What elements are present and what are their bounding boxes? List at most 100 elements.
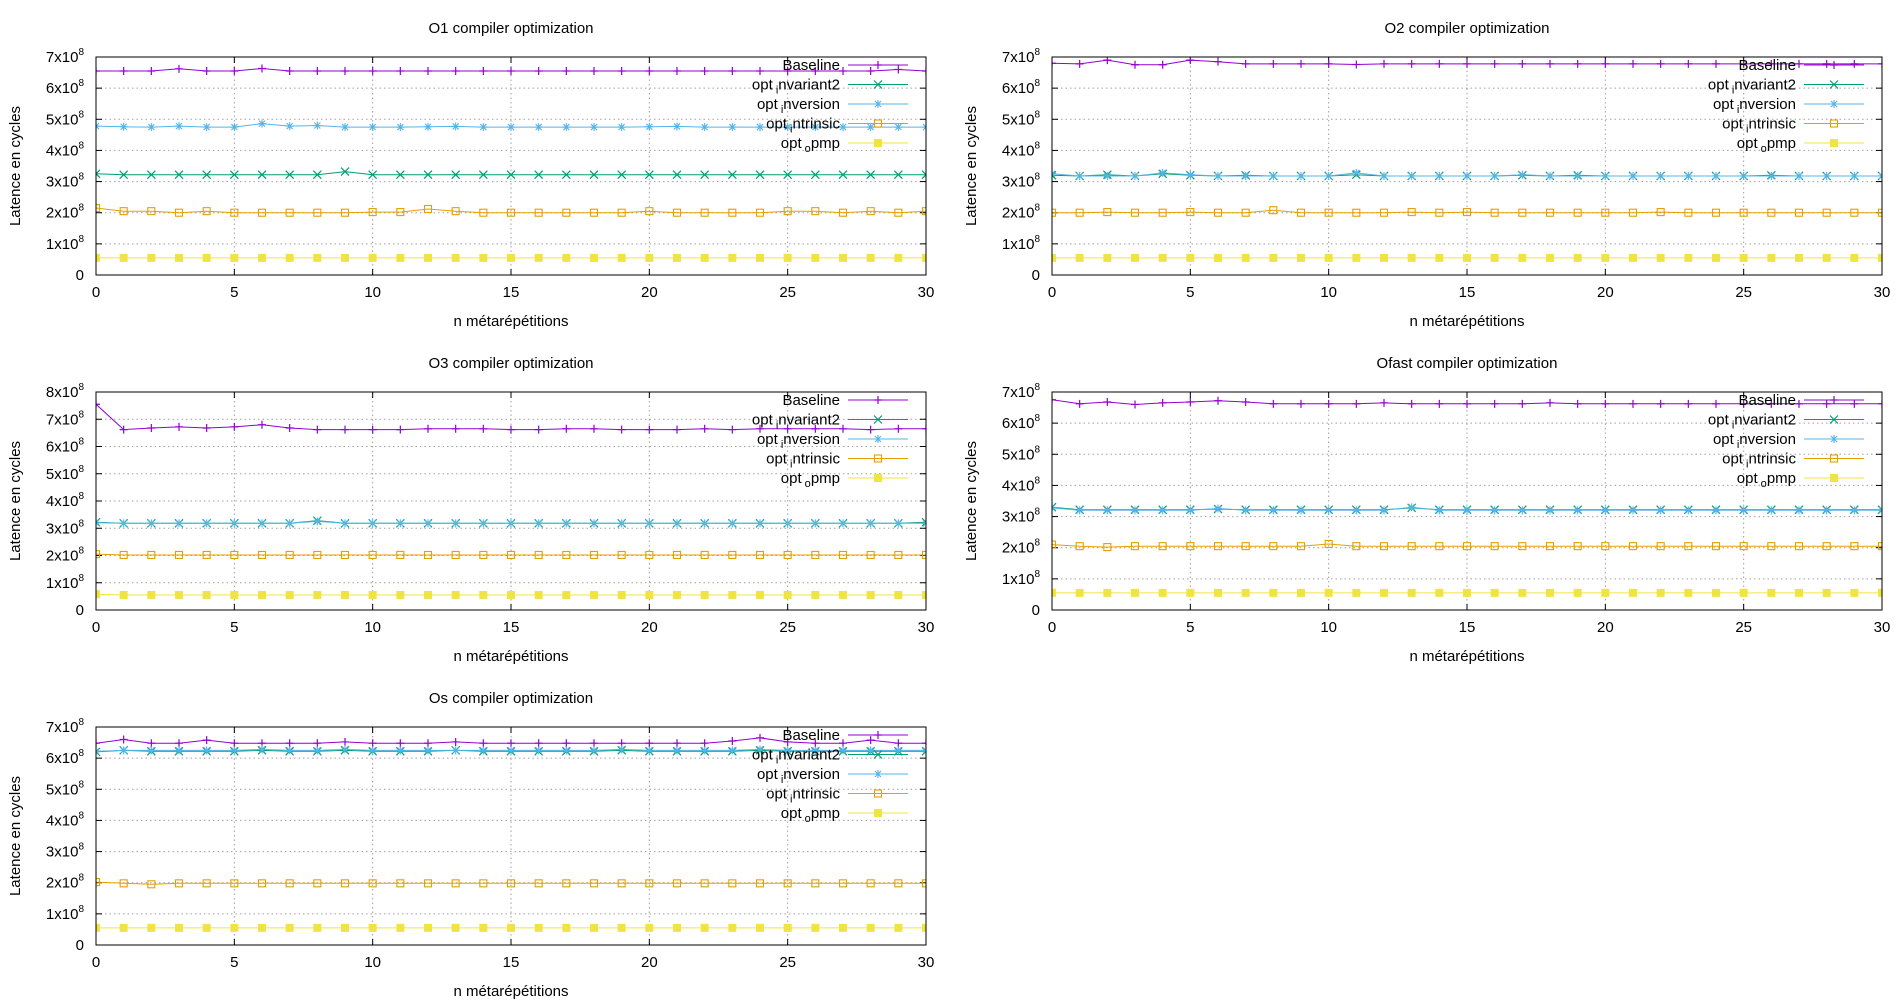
data-point: [645, 207, 654, 216]
data-point: [1601, 171, 1610, 180]
data-point: [617, 745, 626, 754]
x-tick-label: 0: [92, 954, 100, 971]
data-point: [1158, 208, 1167, 217]
data-point: [1380, 398, 1388, 407]
data-point: [395, 170, 405, 180]
data-point: [313, 208, 322, 217]
data-point: [894, 424, 903, 433]
data-point: [1297, 253, 1305, 262]
data-point: [1052, 395, 1056, 404]
data-point: [645, 550, 654, 560]
y-axis-label: Latence en cycles: [963, 441, 980, 561]
legend-label: opt inversion: [1713, 96, 1796, 116]
x-tick-label: 0: [1048, 284, 1056, 301]
data-point: [368, 519, 377, 528]
data-point: [645, 739, 654, 748]
data-point: [811, 739, 820, 748]
x-tick-label: 15: [503, 619, 520, 636]
data-point: [1850, 588, 1859, 597]
data-point: [1158, 398, 1167, 407]
data-point: [1269, 171, 1278, 180]
data-point: [1213, 542, 1223, 551]
data-point: [1573, 399, 1582, 408]
legend-label: Baseline: [1738, 57, 1796, 74]
x-tick-label: 30: [918, 619, 935, 636]
legend-marker: [1830, 139, 1838, 147]
data-point: [258, 519, 266, 528]
data-point: [285, 423, 294, 432]
y-tick-label: 6x108: [46, 748, 85, 767]
x-tick-label: 15: [503, 284, 520, 301]
data-point: [534, 923, 543, 932]
data-point: [922, 923, 926, 932]
data-point: [645, 879, 654, 888]
data-point: [1712, 506, 1720, 515]
data-point: [1795, 171, 1803, 180]
data-point: [96, 169, 101, 179]
data-point: [839, 519, 847, 528]
x-tick-label: 20: [641, 954, 658, 971]
data-point: [866, 519, 875, 528]
data-point: [1629, 506, 1637, 515]
data-point: [1629, 59, 1637, 68]
y-tick-label: 4x108: [1002, 140, 1041, 159]
data-point: [838, 208, 848, 217]
data-point: [368, 746, 377, 755]
data-point: [1656, 506, 1665, 515]
data-point: [507, 425, 515, 434]
data-point: [534, 739, 543, 748]
data-point: [617, 591, 626, 600]
x-tick-label: 25: [1735, 284, 1752, 301]
data-point: [202, 923, 211, 932]
data-point: [1822, 253, 1831, 262]
data-point: [451, 746, 460, 755]
data-point: [839, 67, 847, 76]
y-tick-label: 4x108: [46, 140, 85, 159]
data-point: [839, 923, 847, 932]
y-tick-label: 6x108: [1002, 78, 1041, 97]
x-tick-label: 0: [92, 284, 100, 301]
data-point: [534, 550, 543, 560]
data-point: [1269, 542, 1278, 551]
data-point: [921, 170, 926, 180]
data-point: [534, 425, 543, 434]
data-point: [1546, 398, 1554, 407]
data-point: [1131, 588, 1139, 597]
data-point: [590, 67, 598, 76]
data-point: [562, 424, 571, 433]
data-point: [562, 550, 571, 560]
data-point: [617, 170, 627, 180]
data-point: [1573, 253, 1582, 262]
data-point: [340, 167, 350, 177]
data-point: [700, 424, 709, 433]
y-tick-label: 6x108: [46, 78, 85, 97]
data-point: [894, 208, 903, 217]
data-point: [174, 208, 184, 217]
data-point: [921, 746, 926, 756]
data-point: [866, 746, 875, 755]
data-point: [728, 67, 737, 76]
data-point: [783, 591, 792, 600]
data-point: [617, 879, 626, 888]
data-point: [1546, 171, 1554, 180]
y-tick-label: 2x108: [46, 873, 85, 892]
data-point: [673, 739, 681, 748]
data-point: [424, 424, 432, 433]
legend-marker: [1829, 119, 1839, 128]
data-point: [119, 425, 128, 434]
data-point: [1214, 171, 1222, 180]
data-point: [368, 123, 377, 132]
data-point: [451, 519, 460, 528]
data-point: [672, 170, 682, 180]
data-point: [1822, 506, 1831, 515]
data-point: [590, 424, 598, 433]
data-point: [866, 67, 875, 76]
data-point: [119, 170, 129, 180]
data-point: [229, 170, 239, 180]
data-point: [1739, 399, 1748, 408]
legend-marker: [874, 139, 882, 147]
legend-marker: [873, 454, 883, 463]
x-tick-label: 10: [364, 284, 381, 301]
data-point: [866, 253, 875, 262]
y-tick-label: 6x108: [46, 437, 85, 456]
